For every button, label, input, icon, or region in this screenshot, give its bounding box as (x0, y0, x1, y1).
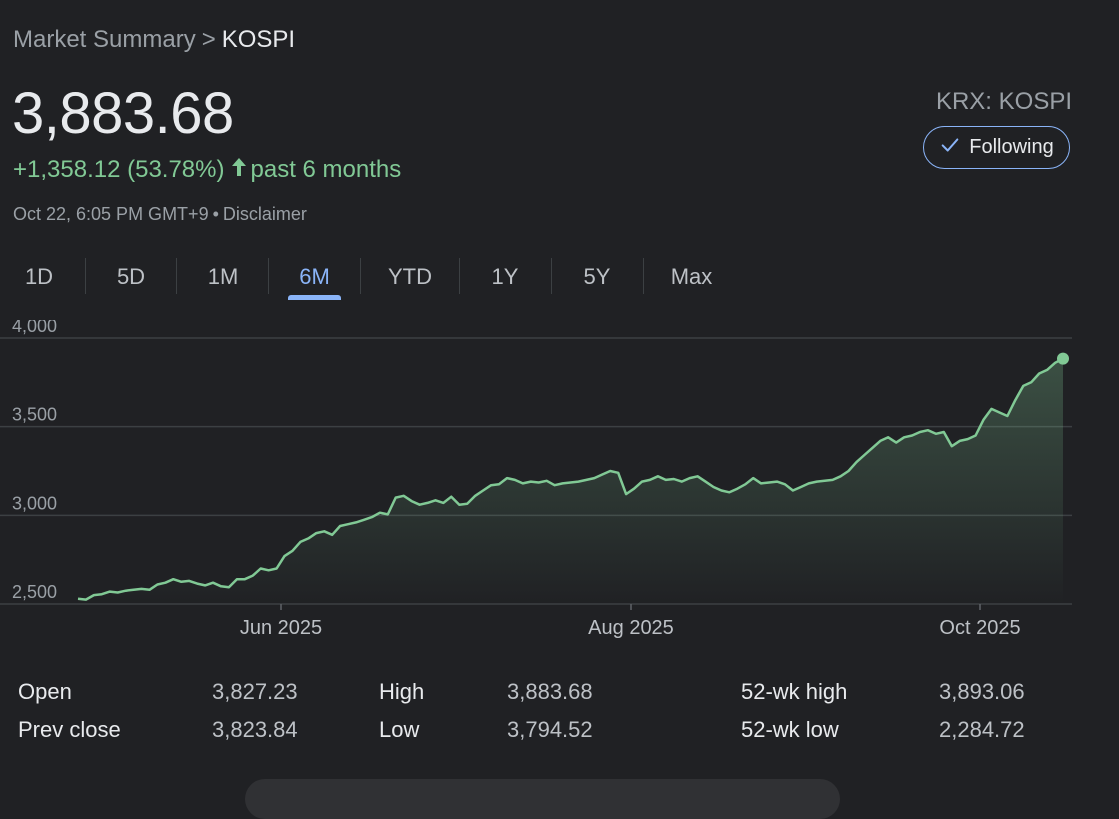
tab-1d[interactable]: 1D (15, 256, 63, 300)
arrow-up-icon (231, 156, 247, 184)
tab-divider (643, 258, 644, 294)
price-change: +1,358.12 (53.78%) past 6 months (13, 156, 401, 184)
price-chart[interactable]: 2,500 3,000 3,500 4,000 Jun 2025 Aug 2025 Oct … (0, 320, 1119, 650)
exchange-label: KRX: KOSPI (935, 88, 1072, 115)
tab-5d[interactable]: 5D (107, 256, 155, 300)
tab-1y[interactable]: 1Y (481, 256, 529, 300)
stat-high-value: 3,883.68 (507, 679, 593, 704)
x-tick-label: Aug 2025 (588, 617, 674, 639)
bullet-separator: • (212, 204, 219, 224)
tab-1m[interactable]: 1M (199, 256, 247, 300)
tab-ytd[interactable]: YTD (379, 256, 441, 300)
x-tick-label: Oct 2025 (939, 617, 1020, 639)
stat-52wk-low-label: 52-wk low (741, 717, 839, 742)
stat-prev-close-value: 3,823.84 (212, 717, 298, 742)
breadcrumb-separator: > (201, 26, 216, 53)
active-tab-indicator (288, 295, 341, 300)
stat-high-label: High (379, 679, 425, 704)
series-area (78, 358, 1063, 604)
tab-max[interactable]: Max (664, 256, 719, 300)
last-value-point (1057, 352, 1069, 365)
stat-low-label: Low (379, 717, 420, 742)
stat-52wk-low-value: 2,284.72 (939, 717, 1025, 742)
change-value: +1,358.12 (53.78%) (13, 156, 225, 183)
stat-open-value: 3,827.23 (212, 679, 298, 704)
tab-divider (360, 258, 361, 294)
following-label: Following (969, 136, 1054, 158)
breadcrumb-parent[interactable]: Market Summary (13, 26, 196, 53)
tab-divider (459, 258, 460, 294)
tab-5y[interactable]: 5Y (573, 256, 621, 300)
tab-label: 1Y (491, 264, 519, 289)
x-tick-label: Jun 2025 (240, 617, 322, 639)
tab-divider (268, 258, 269, 294)
price-chart-svg[interactable]: 2,500 3,000 3,500 4,000 Jun 2025 Aug 2025 Oct … (0, 320, 1119, 650)
y-tick-label: 3,000 (12, 493, 57, 513)
stat-open-label: Open (18, 679, 72, 704)
tab-label: Max (670, 264, 713, 289)
tab-6m[interactable]: 6M (288, 256, 341, 300)
tab-label: 6M (299, 264, 330, 289)
y-tick-label: 4,000 (12, 320, 57, 336)
stat-prev-close-label: Prev close (18, 717, 121, 742)
following-button[interactable]: Following (923, 126, 1070, 169)
y-tick-label: 2,500 (12, 582, 57, 602)
timestamp: Oct 22, 6:05 PM GMT+9 (13, 204, 209, 224)
breadcrumb: Market Summary > KOSPI (13, 26, 295, 54)
tab-label: 1M (207, 264, 239, 289)
tab-divider (176, 258, 177, 294)
timestamp-line: Oct 22, 6:05 PM GMT+9 • Disclaimer (13, 204, 307, 225)
bottom-more-button[interactable] (245, 779, 840, 819)
disclaimer-link[interactable]: Disclaimer (222, 204, 307, 224)
tab-divider (85, 258, 86, 294)
tab-label: YTD (388, 264, 432, 289)
stat-low-value: 3,794.52 (507, 717, 593, 742)
stat-52wk-high-value: 3,893.06 (939, 679, 1025, 704)
stat-52wk-high-label: 52-wk high (741, 679, 848, 704)
tab-label: 1D (24, 264, 54, 289)
series-line (77, 357, 1064, 601)
breadcrumb-current: KOSPI (221, 26, 296, 53)
y-tick-label: 3,500 (12, 405, 57, 425)
current-price: 3,883.68 (12, 81, 234, 146)
change-period: past 6 months (250, 156, 402, 183)
tab-label: 5D (116, 264, 146, 289)
tab-divider (551, 258, 552, 294)
tab-label: 5Y (583, 264, 611, 289)
check-icon (939, 134, 961, 162)
